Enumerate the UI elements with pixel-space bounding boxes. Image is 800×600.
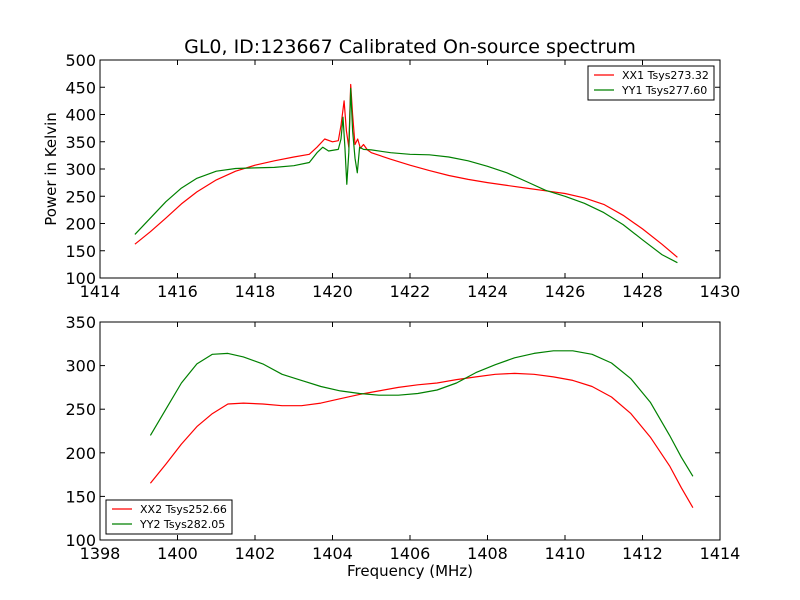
legend-frame xyxy=(587,65,715,101)
y-tick-label: 500 xyxy=(65,51,96,70)
y-tick-label: 400 xyxy=(65,106,96,125)
y-tick-label: 300 xyxy=(65,357,96,376)
figure-title: GL0, ID:123667 Calibrated On-source spec… xyxy=(184,36,636,58)
y-tick-label: 200 xyxy=(65,444,96,463)
y-tick-label: 150 xyxy=(65,487,96,506)
x-tick-label: 1414 xyxy=(80,282,121,301)
x-tick-label: 1410 xyxy=(545,544,586,563)
x-tick-label: 1400 xyxy=(157,544,198,563)
x-tick-label: 1412 xyxy=(622,544,663,563)
x-tick-label: 1416 xyxy=(157,282,198,301)
y-tick-label: 150 xyxy=(65,242,96,261)
y-tick-label: 450 xyxy=(65,78,96,97)
y-tick-label: 250 xyxy=(65,400,96,419)
legend-label: YY1 Tsys277.60 xyxy=(621,84,707,97)
top-spectrum-panel: 1414 1416 1418 1420 1422 1424 1426 1428 1430 100 1… xyxy=(42,51,740,301)
y-tick-label: 200 xyxy=(65,215,96,234)
x-tick-label: 1422 xyxy=(390,282,431,301)
x-tick-label: 1414 xyxy=(700,544,741,563)
x-tick-label: 1430 xyxy=(700,282,741,301)
x-tick-label: 1398 xyxy=(80,544,121,563)
x-tick-label: 1428 xyxy=(622,282,663,301)
x-axis-label: Frequency (MHz) xyxy=(347,562,473,580)
y-tick-label: 300 xyxy=(65,160,96,179)
series-line-2-1 xyxy=(149,372,694,509)
y-tick-label: 100 xyxy=(65,269,96,288)
x-tick-label: 1418 xyxy=(235,282,276,301)
y-axis-label: Power in Kelvin xyxy=(42,112,60,226)
legend: XX2 Tsys252.66 YY2 Tsys282.05 xyxy=(105,499,233,535)
y-tick-label: 100 xyxy=(65,531,96,550)
legend: XX1 Tsys273.32 YY1 Tsys277.60 xyxy=(587,65,715,101)
x-tick-label: 1426 xyxy=(545,282,586,301)
x-tick-label: 1406 xyxy=(390,544,431,563)
x-tick-label: 1402 xyxy=(235,544,276,563)
x-tick-label: 1404 xyxy=(312,544,353,563)
legend-label: YY2 Tsys282.05 xyxy=(139,518,225,531)
y-tick-label: 350 xyxy=(65,133,96,152)
legend-label: XX1 Tsys273.32 xyxy=(622,69,709,82)
legend-label: XX2 Tsys252.66 xyxy=(140,503,227,516)
series-line-2-2 xyxy=(149,350,694,477)
series-line-1-2 xyxy=(134,87,678,264)
x-tick-label: 1408 xyxy=(467,544,508,563)
x-tick-label: 1424 xyxy=(467,282,508,301)
y-tick-label: 350 xyxy=(65,313,96,332)
bottom-spectrum-panel: 1398 1400 1402 1404 1406 1408 1410 1412 1414 100 1… xyxy=(65,313,740,580)
legend-frame xyxy=(105,499,233,535)
x-tick-label: 1420 xyxy=(312,282,353,301)
y-tick-label: 250 xyxy=(65,187,96,206)
